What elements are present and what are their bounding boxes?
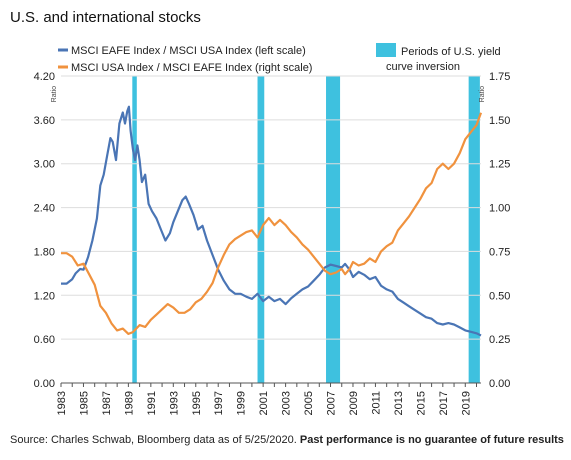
x-tick-label: 1995 bbox=[191, 391, 203, 415]
legend-swatch-inversion bbox=[376, 43, 396, 57]
inversion-band-0 bbox=[132, 76, 137, 383]
gridlines bbox=[61, 75, 481, 340]
x-tick-label: 1997 bbox=[213, 391, 225, 415]
x-tick-label: 1983 bbox=[56, 391, 68, 415]
right-tick-label: 0.25 bbox=[489, 334, 510, 346]
axes: 0.00 0.60 1.20 1.80 2.40 3.00 3.60 4.20 0.00 0.25… bbox=[34, 71, 511, 415]
x-tick-label: 2005 bbox=[303, 391, 315, 415]
x-tick-label: 1987 bbox=[101, 391, 113, 415]
series-usa-eafe-line bbox=[61, 112, 483, 335]
left-tick-label: 3.00 bbox=[34, 159, 55, 171]
chart-title: U.S. and international stocks bbox=[10, 9, 201, 26]
x-tick-label: 2019 bbox=[460, 391, 472, 415]
x-tick-label: 2007 bbox=[326, 391, 338, 415]
right-tick-label: 0.00 bbox=[489, 378, 510, 390]
legend-label-inversion-1: Periods of U.S. yield bbox=[401, 46, 501, 58]
x-tick-label: 2003 bbox=[281, 391, 293, 415]
source-text: Source: Charles Schwab, Bloomberg data a… bbox=[10, 434, 297, 446]
right-tick-label: 1.00 bbox=[489, 203, 510, 215]
disclaimer-text: Past performance is no guarantee of futu… bbox=[299, 434, 564, 446]
inversion-band-3 bbox=[468, 76, 480, 383]
right-axis-label: Ratio bbox=[479, 86, 486, 102]
legend-label-eafe-usa: MSCI EAFE Index / MSCI USA Index (left s… bbox=[71, 45, 306, 57]
left-tick-label: 2.40 bbox=[34, 203, 55, 215]
left-tick-label: 1.20 bbox=[34, 290, 55, 302]
x-tick-label: 1989 bbox=[123, 391, 135, 415]
right-tick-label: 1.25 bbox=[489, 159, 510, 171]
legend: MSCI EAFE Index / MSCI USA Index (left s… bbox=[58, 43, 501, 74]
x-tick-label: 2017 bbox=[438, 391, 450, 415]
x-tick-label: 2011 bbox=[370, 391, 382, 415]
left-tick-label: 1.80 bbox=[34, 246, 55, 258]
x-tick-label: 2009 bbox=[348, 391, 360, 415]
series-eafe-usa-line bbox=[61, 105, 482, 337]
series-lines bbox=[61, 105, 483, 337]
x-tick-label: 1985 bbox=[78, 391, 90, 415]
x-tick-label: 2013 bbox=[393, 391, 405, 415]
x-tick-label: 1993 bbox=[168, 391, 180, 415]
inversion-bands bbox=[132, 76, 480, 383]
left-tick-label: 3.60 bbox=[34, 115, 55, 127]
x-tick-label: 1991 bbox=[146, 391, 158, 415]
inversion-band-2 bbox=[326, 76, 341, 383]
right-tick-label: 0.75 bbox=[489, 246, 510, 258]
legend-label-inversion-2: curve inversion bbox=[386, 61, 460, 73]
left-axis-label: Ratio bbox=[51, 86, 58, 102]
x-tick-label: 1999 bbox=[236, 391, 248, 415]
right-tick-label: 0.50 bbox=[489, 290, 510, 302]
left-tick-label: 4.20 bbox=[34, 71, 55, 83]
legend-label-usa-eafe: MSCI USA Index / MSCI EAFE Index (right … bbox=[71, 62, 312, 74]
left-tick-label: 0.00 bbox=[34, 378, 55, 390]
x-tick-label: 2015 bbox=[415, 391, 427, 415]
right-tick-label: 1.75 bbox=[489, 71, 510, 83]
right-tick-label: 1.50 bbox=[489, 115, 510, 127]
source-note: Source: Charles Schwab, Bloomberg data a… bbox=[10, 434, 564, 446]
left-tick-label: 0.60 bbox=[34, 334, 55, 346]
x-tick-label: 2001 bbox=[258, 391, 270, 415]
